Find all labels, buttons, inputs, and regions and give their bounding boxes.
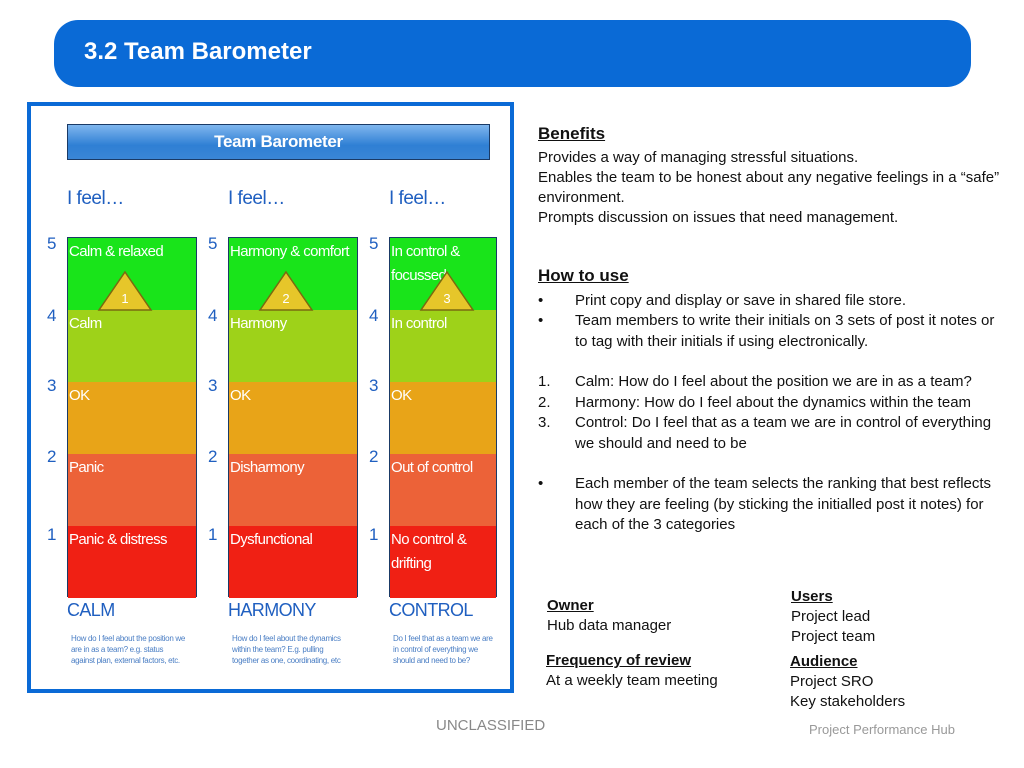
- number-marker: 1.: [538, 373, 551, 390]
- benefit-line: Provides a way of managing stressful sit…: [538, 149, 859, 166]
- level-number: 1: [47, 525, 57, 544]
- barometer-column-control: I feel… 5 4 3 2 1 In control & focussed …: [369, 106, 539, 689]
- segment-level-4: In control: [390, 310, 496, 382]
- list-item-text: Print copy and display or save in shared…: [575, 291, 907, 309]
- segment-level-2: Out of control: [390, 454, 496, 526]
- users-value: Project team: [791, 628, 876, 645]
- barometer-bar: In control & focussed In control OK Out …: [389, 237, 497, 598]
- bullet-marker: •: [538, 312, 544, 329]
- level-number: 2: [208, 447, 218, 466]
- users-block: Users Project lead Project team: [791, 587, 875, 647]
- segment-level-5: Calm & relaxed: [68, 238, 196, 310]
- segment-level-3: OK: [68, 382, 196, 454]
- category-description: Do I feel that as a team we are in contr…: [393, 634, 493, 665]
- category-description: How do I feel about the dynamics within …: [232, 634, 341, 665]
- level-number: 3: [47, 376, 57, 395]
- segment-level-3: OK: [390, 382, 496, 454]
- level-number: 5: [369, 234, 379, 253]
- triangle-icon: [97, 270, 153, 311]
- barometer-bar: Harmony & comfort Harmony OK Disharmony …: [228, 237, 358, 598]
- level-number: 2: [369, 447, 379, 466]
- audience-block: Audience Project SRO Key stakeholders: [790, 652, 905, 712]
- level-number: 5: [208, 234, 218, 253]
- owner-block: Owner Hub data manager: [547, 596, 671, 636]
- slide-title: 3.2 Team Barometer: [84, 38, 312, 65]
- category-label: CONTROL: [389, 600, 473, 620]
- level-number: 3: [369, 376, 379, 395]
- segment-level-1: Dysfunctional: [229, 526, 357, 598]
- level-number: 5: [47, 234, 57, 253]
- list-item-text: Team members to write their initials on …: [575, 312, 995, 350]
- category-label: CALM: [67, 600, 115, 620]
- footer-brand: Project Performance Hub: [809, 722, 955, 737]
- level-number: 3: [208, 376, 218, 395]
- segment-level-3: OK: [229, 382, 357, 454]
- marker-triangle: 3: [419, 270, 475, 312]
- segment-level-4: Calm: [68, 310, 196, 382]
- segment-level-4: Harmony: [229, 310, 357, 382]
- barometer-column-calm: I feel… 5 4 3 2 1 Calm & relaxed Calm OK…: [47, 106, 217, 689]
- how-to-use-heading: How to use: [538, 266, 629, 285]
- audience-value: Project SRO: [790, 673, 874, 690]
- segment-level-2: Disharmony: [229, 454, 357, 526]
- list-item: • Team members to write their initials o…: [538, 311, 998, 352]
- list-item: 3. Control: Do I feel that as a team we …: [538, 413, 998, 454]
- bullet-marker: •: [538, 291, 544, 309]
- triangle-icon: [419, 270, 475, 311]
- barometer-bar: Calm & relaxed Calm OK Panic Panic & dis…: [67, 237, 197, 598]
- benefit-line: Enables the team to be honest about any …: [538, 169, 1000, 206]
- list-item: 2. Harmony: How do I feel about the dyna…: [538, 393, 998, 414]
- marker-number: 3: [443, 291, 451, 306]
- level-number: 1: [369, 525, 379, 544]
- barometer-figure: Team Barometer I feel… 5 4 3 2 1 Calm & …: [27, 102, 514, 693]
- audience-value: Key stakeholders: [790, 693, 906, 710]
- barometer-header: Team Barometer: [67, 124, 490, 160]
- frequency-block: Frequency of review At a weekly team mee…: [546, 651, 718, 691]
- category-description: How do I feel about the position we are …: [71, 634, 186, 665]
- how-to-use-section: How to use • Print copy and display or s…: [538, 266, 998, 536]
- number-marker: 2.: [538, 393, 551, 411]
- marker-number: 1: [121, 291, 129, 306]
- list-item-text: Calm: How do I feel about the position w…: [575, 373, 972, 390]
- title-bar: 3.2 Team Barometer: [54, 20, 971, 87]
- number-marker: 3.: [538, 414, 551, 431]
- marker-triangle: 2: [258, 270, 314, 312]
- marker-triangle: 1: [97, 270, 153, 312]
- level-number: 4: [47, 306, 57, 325]
- segment-level-1: No control & drifting: [390, 526, 496, 598]
- segment-level-2: Panic: [68, 454, 196, 526]
- users-value: Project lead: [791, 608, 871, 625]
- benefits-heading: Benefits: [538, 124, 606, 143]
- feel-label: I feel…: [67, 188, 124, 209]
- bullet-marker: •: [538, 475, 544, 492]
- frequency-heading: Frequency of review: [546, 652, 692, 669]
- list-item-text: Control: Do I feel that as a team we are…: [575, 414, 992, 452]
- feel-label: I feel…: [389, 188, 446, 209]
- level-number: 1: [208, 525, 218, 544]
- classification-label: UNCLASSIFIED: [436, 717, 546, 734]
- list-item: • Each member of the team selects the ra…: [538, 474, 998, 536]
- marker-number: 2: [282, 291, 290, 306]
- segment-level-5: In control & focussed: [390, 238, 496, 310]
- feel-label: I feel…: [228, 188, 285, 209]
- segment-level-1: Panic & distress: [68, 526, 196, 598]
- frequency-value: At a weekly team meeting: [546, 672, 718, 689]
- level-number: 4: [369, 306, 379, 325]
- list-item-text: Harmony: How do I feel about the dynamic…: [575, 393, 972, 411]
- owner-value: Hub data manager: [547, 617, 672, 634]
- list-item-text: Each member of the team selects the rank…: [575, 475, 992, 533]
- list-item: • Print copy and display or save in shar…: [538, 291, 998, 312]
- category-label: HARMONY: [228, 600, 316, 620]
- level-number: 4: [208, 306, 218, 325]
- barometer-column-harmony: I feel… 5 4 3 2 1 Harmony & comfort Harm…: [208, 106, 378, 689]
- triangle-icon: [258, 270, 314, 311]
- users-heading: Users: [791, 588, 833, 605]
- benefits-section: Benefits Provides a way of managing stre…: [538, 124, 1008, 228]
- owner-heading: Owner: [547, 597, 594, 614]
- benefit-line: Prompts discussion on issues that need m…: [538, 209, 899, 226]
- level-number: 2: [47, 447, 57, 466]
- audience-heading: Audience: [790, 653, 858, 670]
- list-item: 1. Calm: How do I feel about the positio…: [538, 372, 998, 393]
